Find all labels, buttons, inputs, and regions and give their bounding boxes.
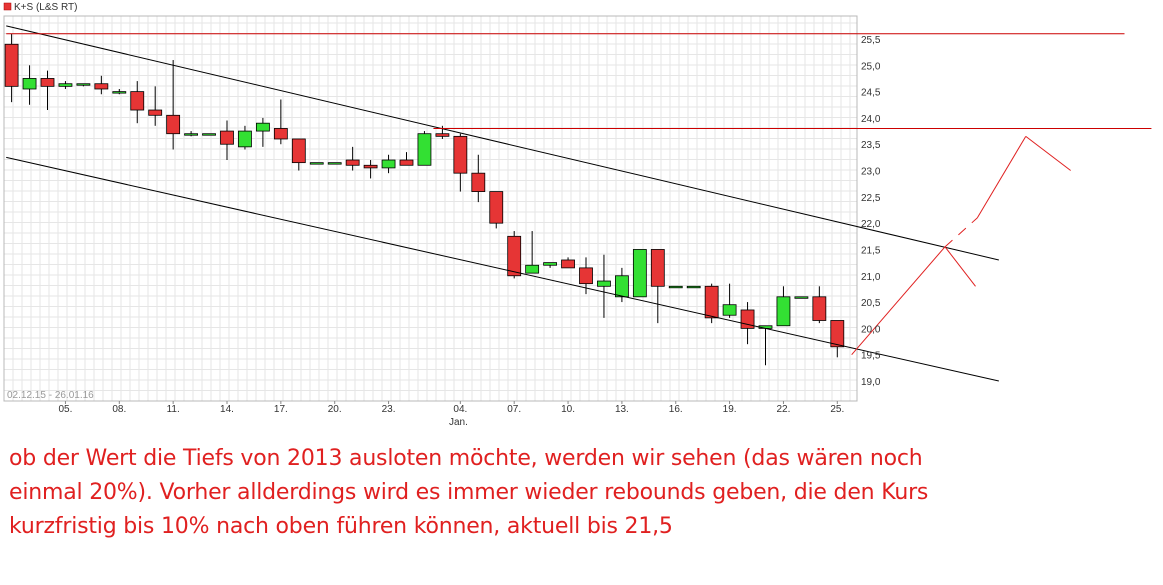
y-tick-label: 22,5 [861,193,881,204]
plot-frame [3,15,858,402]
candle-body [722,304,737,316]
x-tick-label: 13. [615,404,629,415]
trend-line [6,25,999,261]
candle-body [166,114,181,135]
candle-body [704,285,719,319]
y-tick-label: 25,0 [861,61,881,72]
x-tick-label: 05. [58,404,72,415]
candle-body [58,83,73,87]
x-tick-label: 17. [274,404,288,415]
candle-body [309,162,324,165]
x-tick-label: 11. [167,404,180,415]
chart-title: K+S (L&S RT) [14,2,77,13]
y-tick-label: 19,5 [861,351,881,362]
y-tick-label: 23,0 [861,167,881,178]
candle-body [22,78,37,90]
candle-body [650,249,665,287]
projection-line [1025,135,1071,171]
x-tick-label: 04. [453,404,467,415]
drawn-lines [6,25,1152,382]
candle-body [291,138,306,164]
candle-body [345,159,360,166]
candle-body [507,235,522,277]
y-tick-label: 21,5 [861,245,881,256]
candle-body [255,122,270,132]
date-range-label: 02.12.15 - 26.01.16 [7,390,94,401]
candle-body [579,267,593,285]
chart-grid [4,16,857,401]
y-tick-label: 22,0 [861,219,881,230]
y-tick-label: 24,0 [861,114,881,125]
comment-line-2: einmal 20%). Vorher allderdings wird es … [9,480,929,505]
x-tick-label: 22. [776,404,790,415]
candle-body [543,262,557,266]
y-tick-label: 23,5 [861,140,881,151]
candle-body [453,135,468,174]
candle-body [471,172,486,192]
candle-body [668,285,683,289]
candle-body [148,109,163,116]
candle-body [112,91,127,94]
candle-body [776,296,791,327]
candle-body [615,275,629,298]
candle-body [830,320,845,348]
projection-line [976,136,1027,219]
x-tick-label: 07. [507,404,521,415]
candle-body [4,43,19,87]
candle-body [417,133,432,166]
y-tick-label: 24,5 [861,88,881,99]
trend-line [6,156,999,382]
candle-body [794,296,809,299]
candle-body [327,162,342,165]
y-tick-label: 25,5 [861,35,881,46]
candle-body [238,130,252,148]
candle-body [363,164,378,169]
candle-body [489,191,504,224]
x-tick-label: 16. [669,404,683,415]
legend-swatch [3,2,12,11]
x-tick-label: 23. [382,404,396,415]
candle-body [812,296,827,321]
candle-body [561,259,575,269]
candle-body [381,159,396,169]
candle-body [273,128,288,140]
x-axis-month-label: Jan. [449,417,468,428]
comment-line-3: kurzfristig bis 10% nach oben führen kön… [9,514,673,539]
x-axis: 05. 08. 11. 14. 17. 20. 23. 04. 07. 10. 13. 16. 19. 2… [58,401,844,415]
projection-line [944,246,976,287]
x-tick-label: 20. [328,404,342,415]
candles [4,33,845,366]
y-axis: 25,5 25,0 24,5 24,0 23,5 23,0 22,5 22,0 21,5 21,0… [861,35,881,388]
candle-body [525,264,540,274]
projection-line [851,246,946,356]
candle-body [76,83,91,86]
candle-body [130,91,145,111]
candle-body [202,133,216,136]
candle-body [632,249,647,298]
candle-body [597,280,611,287]
candle-body [686,285,701,289]
y-tick-label: 20,5 [861,298,881,309]
candle-body [220,130,234,145]
candle-body [94,83,109,90]
candle-body [435,133,450,137]
x-tick-label: 14. [220,404,234,415]
y-tick-label: 21,0 [861,272,881,283]
candle-body [184,133,199,136]
candle-body [40,78,55,87]
x-tick-label: 08. [112,404,126,415]
x-tick-label: 25. [830,404,844,415]
comment-line-1: ob der Wert die Tiefs von 2013 ausloten … [9,446,923,471]
y-tick-label: 19,0 [861,377,881,388]
y-tick-label: 20,0 [861,324,881,335]
candle-body [399,159,414,166]
x-tick-label: 10. [561,404,575,415]
x-tick-label: 19. [723,404,737,415]
projection-line [944,217,978,248]
